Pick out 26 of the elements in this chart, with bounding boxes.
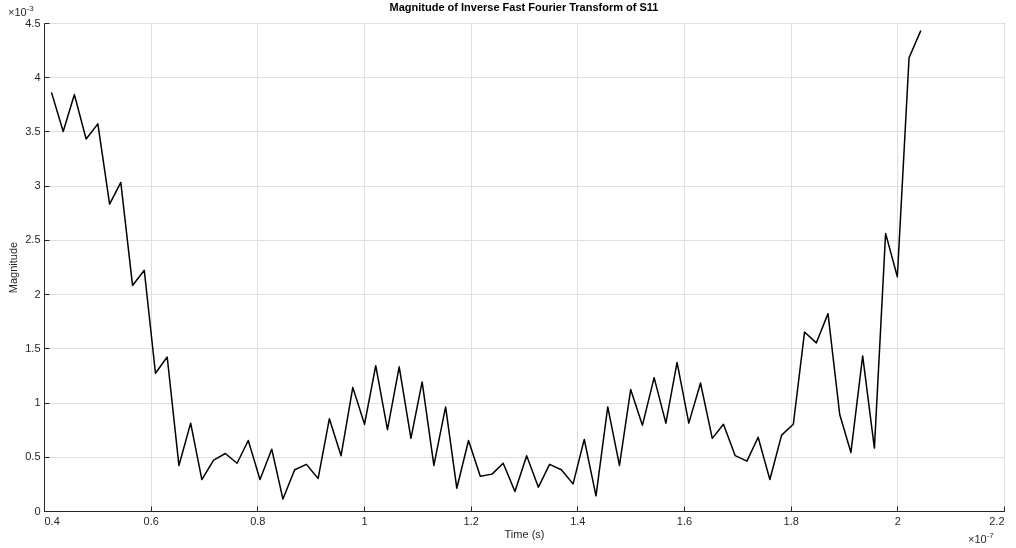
y-tick-label: 1 [34, 396, 41, 409]
y-tick-label: 1.5 [25, 341, 41, 354]
y-tick-label: 0.5 [25, 450, 41, 463]
x-tick-label: 0.4 [44, 514, 60, 527]
text: ×10$^{-3}$ [8, 4, 34, 18]
chart-title: Magnitude of Inverse Fast Fourier Transform of S11 [389, 1, 659, 13]
text: ×10$^{-7}$ [968, 531, 994, 545]
x-tick-label: 0.6 [143, 514, 159, 527]
x-tick-label: 1.4 [570, 514, 586, 527]
x-axis-title: Time (s) [504, 527, 545, 540]
x-tick-label: 1.2 [463, 514, 479, 527]
y-tick-label: 4.5 [25, 16, 41, 29]
y-tick-label: 2 [34, 287, 41, 300]
x-tick-label: 2.2 [989, 514, 1005, 527]
x-tick-label: 1.6 [676, 514, 693, 527]
y-tick-label: 4 [34, 70, 41, 83]
x-tick-label: 2 [894, 514, 901, 527]
x-tick-label: 1 [361, 514, 368, 527]
x-tick-label: 1.8 [783, 514, 799, 527]
line-series [50, 29, 922, 500]
y-tick-label: 2.5 [25, 233, 41, 246]
y-tick-label: 3 [34, 179, 41, 192]
y-tick-label: 0 [34, 504, 41, 517]
y-tick-label: 3.5 [25, 124, 41, 137]
y-axis-title: Magnitude [7, 241, 20, 294]
x-tick-label: 0.8 [250, 514, 266, 527]
